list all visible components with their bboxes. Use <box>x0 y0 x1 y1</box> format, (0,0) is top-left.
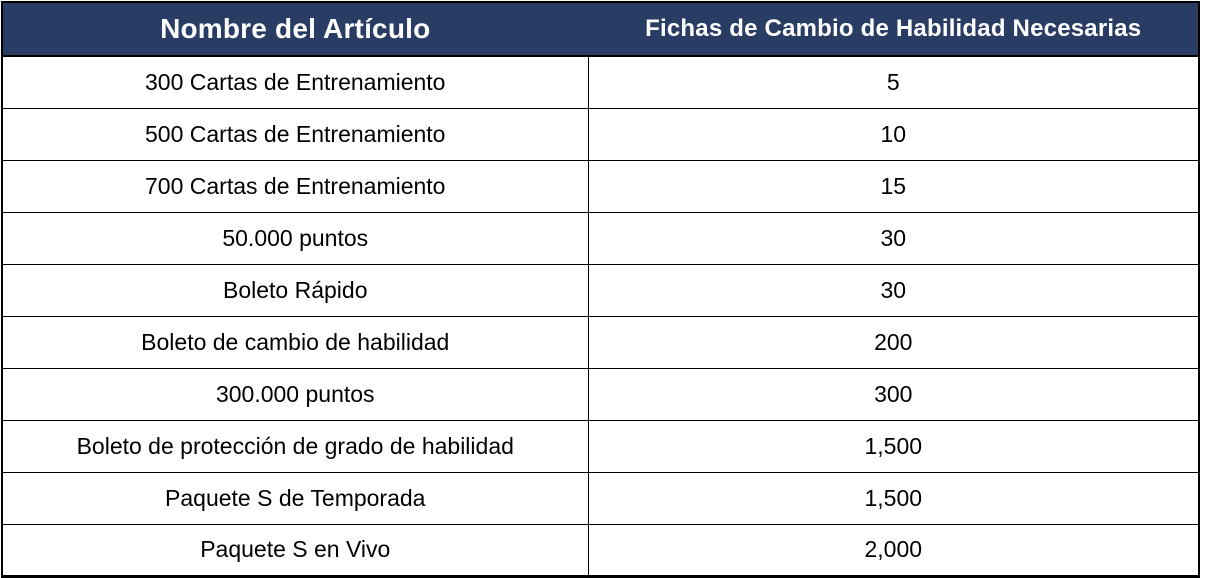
tokens-needed-cell: 1,500 <box>587 419 1200 473</box>
item-name-cell: 700 Cartas de Entrenamiento <box>1 159 589 213</box>
table-row: Paquete S de Temporada 1,500 <box>1 471 1200 525</box>
tokens-needed-cell: 15 <box>587 159 1200 213</box>
item-name-cell: Boleto de cambio de habilidad <box>1 315 589 369</box>
item-name-cell: 300 Cartas de Entrenamiento <box>1 55 589 109</box>
item-name-cell: Paquete S en Vivo <box>1 523 589 577</box>
item-name-cell: 500 Cartas de Entrenamiento <box>1 107 589 161</box>
item-name-cell: 50.000 puntos <box>1 211 589 265</box>
table-header: Nombre del Artículo Fichas de Cambio de … <box>1 1 1200 57</box>
tokens-needed-cell: 200 <box>587 315 1200 369</box>
table-body: 300 Cartas de Entrenamiento 5 500 Cartas d… <box>1 55 1200 577</box>
tokens-needed-cell: 300 <box>587 367 1200 421</box>
table-row: 50.000 puntos 30 <box>1 211 1200 265</box>
table-row: 500 Cartas de Entrenamiento 10 <box>1 107 1200 161</box>
table-row: Paquete S en Vivo 2,000 <box>1 523 1200 577</box>
header-row: Nombre del Artículo Fichas de Cambio de … <box>1 1 1200 57</box>
item-name-cell: 300.000 puntos <box>1 367 589 421</box>
item-name-cell: Paquete S de Temporada <box>1 471 589 525</box>
table-row: Boleto Rápido 30 <box>1 263 1200 317</box>
item-name-cell: Boleto de protección de grado de habilid… <box>1 419 589 473</box>
tokens-needed-cell: 2,000 <box>587 523 1200 577</box>
tokens-needed-cell: 30 <box>587 263 1200 317</box>
table-row: 300 Cartas de Entrenamiento 5 <box>1 55 1200 109</box>
header-tokens-needed: Fichas de Cambio de Habilidad Necesarias <box>587 1 1200 57</box>
table-row: 300.000 puntos 300 <box>1 367 1200 421</box>
table-row: Boleto de cambio de habilidad 200 <box>1 315 1200 369</box>
tokens-needed-cell: 10 <box>587 107 1200 161</box>
tokens-needed-cell: 1,500 <box>587 471 1200 525</box>
header-item-name: Nombre del Artículo <box>1 1 589 57</box>
table-row: 700 Cartas de Entrenamiento 15 <box>1 159 1200 213</box>
table-row: Boleto de protección de grado de habilid… <box>1 419 1200 473</box>
tokens-needed-cell: 5 <box>587 55 1200 109</box>
tokens-needed-cell: 30 <box>587 211 1200 265</box>
item-name-cell: Boleto Rápido <box>1 263 589 317</box>
